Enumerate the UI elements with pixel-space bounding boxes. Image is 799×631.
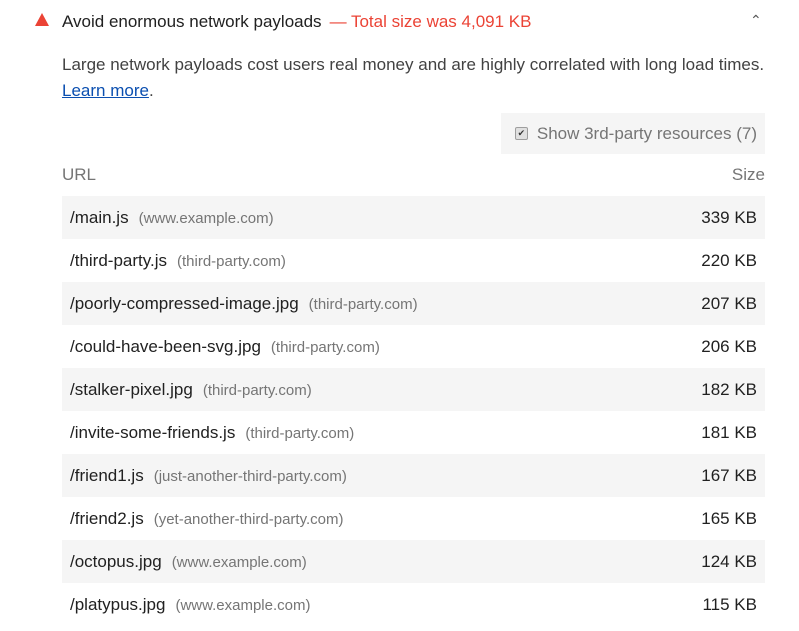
table-row: /stalker-pixel.jpg (third-party.com) 182 K… [62, 368, 765, 411]
url-cell: /octopus.jpg (www.example.com) [70, 552, 307, 572]
table-row: /platypus.jpg (www.example.com) 115 KB [62, 583, 765, 626]
size-cell: 182 KB [701, 379, 757, 399]
url-host: (www.example.com) [175, 596, 311, 614]
url-cell: /third-party.js (third-party.com) [70, 251, 286, 271]
checkbox-icon[interactable]: ✔ [514, 127, 528, 140]
size-cell: 339 KB [701, 207, 757, 227]
url-path: /poorly-compressed-image.jpg [70, 293, 299, 313]
table-row: /poorly-compressed-image.jpg (third-party… [62, 282, 765, 325]
size-cell: 181 KB [701, 422, 757, 442]
url-path: /main.js [70, 207, 129, 227]
table-row: /friend1.js (just-another-third-party.com… [62, 454, 765, 497]
chevron-up-icon[interactable]: ⌃ [750, 12, 762, 28]
column-header-size: Size [731, 165, 765, 184]
learn-more-link[interactable]: Learn more [62, 81, 149, 100]
audit-title-text: Avoid enormous network payloads [62, 12, 322, 31]
url-cell: /platypus.jpg (www.example.com) [70, 595, 310, 615]
url-host: (third-party.com) [202, 381, 312, 399]
description-text: Large network payloads cost users real m… [62, 55, 765, 74]
url-path: /friend1.js [70, 465, 144, 485]
table-row: /friend2.js (yet-another-third-party.com)… [62, 497, 765, 540]
size-cell: 115 KB [702, 594, 757, 614]
table-row: /third-party.js (third-party.com) 220 KB [62, 239, 765, 282]
audit-description: Large network payloads cost users real m… [62, 52, 772, 104]
table-row: /invite-some-friends.js (third-party.com)… [62, 411, 765, 454]
url-host: (yet-another-third-party.com) [153, 510, 344, 528]
url-host: (third-party.com) [177, 252, 286, 270]
size-cell: 167 KB [701, 465, 757, 485]
url-path: /invite-some-friends.js [70, 422, 236, 442]
url-cell: /stalker-pixel.jpg (third-party.com) [70, 380, 312, 400]
audit-display-value: — Total size was 4,091 KB [329, 12, 532, 31]
column-header-url: URL [62, 165, 97, 184]
url-path: /friend2.js [70, 508, 144, 528]
resource-table: /main.js (www.example.com) 339 KB/third-pa… [62, 196, 765, 626]
url-cell: /main.js (www.example.com) [70, 208, 274, 228]
warning-triangle-icon [35, 13, 49, 26]
url-cell: /could-have-been-svg.jpg (third-party.com… [70, 337, 380, 357]
url-path: /third-party.js [70, 250, 167, 270]
url-host: (third-party.com) [270, 338, 380, 356]
table-row: /main.js (www.example.com) 339 KB [62, 196, 765, 239]
audit-header[interactable]: Avoid enormous network payloads — Total s… [0, 0, 799, 42]
filter-label: Show 3rd-party resources (7) [536, 123, 757, 143]
table-row: /octopus.jpg (www.example.com) 124 KB [62, 540, 765, 583]
url-cell: /friend1.js (just-another-third-party.com… [70, 466, 347, 486]
third-party-filter[interactable]: ✔ Show 3rd-party resources (7) [501, 113, 765, 154]
url-cell: /invite-some-friends.js (third-party.com) [70, 423, 354, 443]
url-path: /could-have-been-svg.jpg [70, 336, 261, 356]
url-host: (third-party.com) [245, 424, 355, 442]
description-suffix: . [148, 81, 154, 100]
table-row: /could-have-been-svg.jpg (third-party.com… [62, 325, 765, 368]
url-host: (just-another-third-party.com) [153, 467, 347, 485]
size-cell: 220 KB [701, 250, 757, 270]
url-path: /stalker-pixel.jpg [70, 379, 193, 399]
audit-title: Avoid enormous network payloads — Total s… [62, 11, 531, 33]
url-host: (www.example.com) [138, 209, 274, 227]
size-cell: 165 KB [701, 508, 757, 528]
url-host: (third-party.com) [308, 295, 418, 313]
size-cell: 206 KB [701, 336, 757, 356]
url-path: /platypus.jpg [70, 594, 166, 614]
url-host: (www.example.com) [171, 553, 307, 571]
url-path: /octopus.jpg [70, 551, 162, 571]
url-cell: /poorly-compressed-image.jpg (third-party… [70, 294, 418, 314]
size-cell: 207 KB [701, 293, 757, 313]
url-cell: /friend2.js (yet-another-third-party.com) [70, 509, 343, 529]
size-cell: 124 KB [701, 551, 757, 571]
